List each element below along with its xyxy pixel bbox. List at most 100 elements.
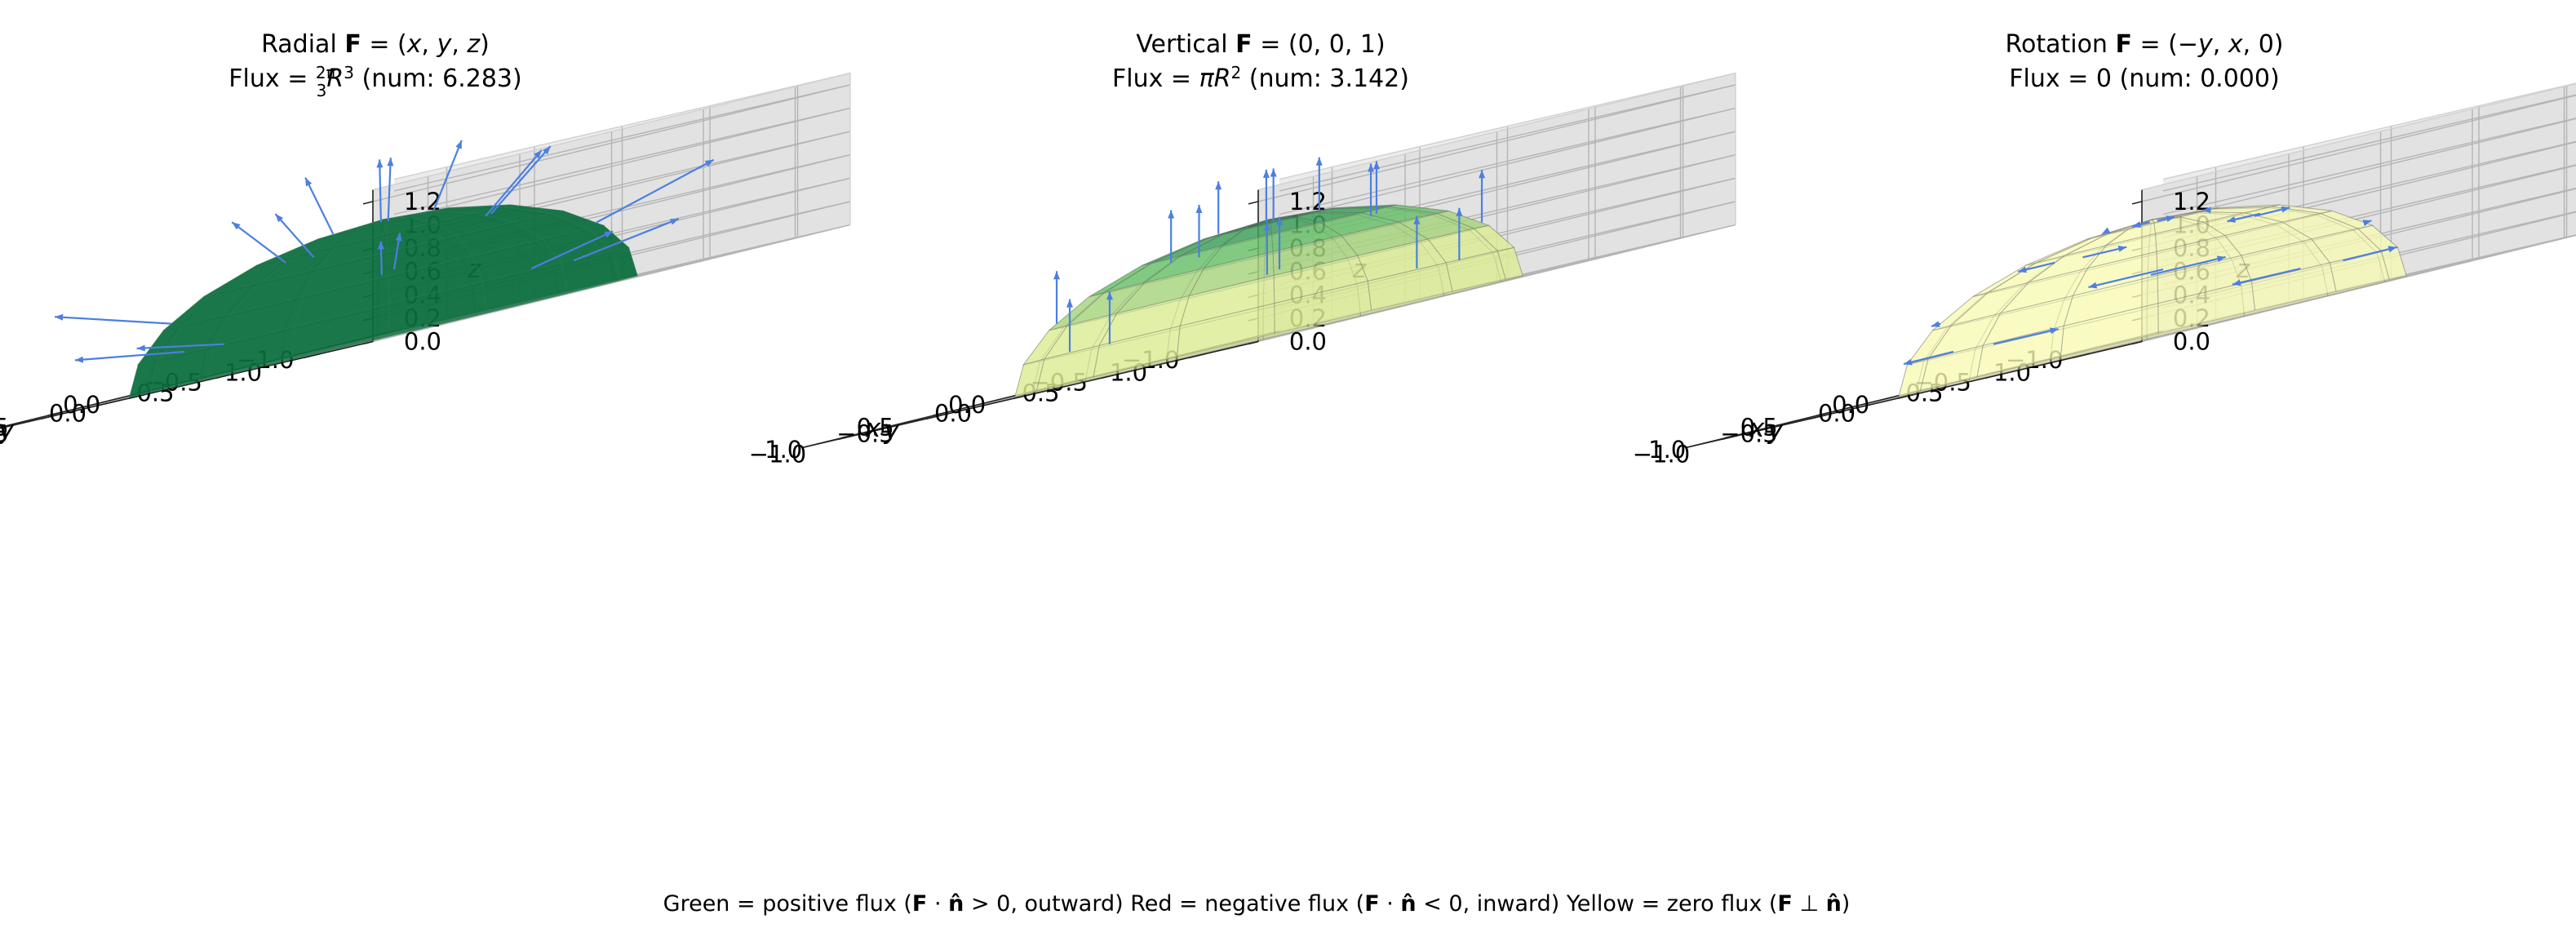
- y-tick-label: −0.5: [836, 420, 893, 448]
- y-tick: [1897, 393, 1914, 400]
- y-tick: [1809, 414, 1827, 420]
- field-arrowhead: [1195, 205, 1203, 213]
- x-tick-label: 0.0: [63, 391, 100, 419]
- y-tick-label: −1.0: [749, 441, 806, 468]
- field-arrowhead: [670, 219, 679, 225]
- chart-subtitle: Flux = 0 (num: 0.000): [2009, 64, 2279, 93]
- surface-patch: [1088, 262, 1153, 297]
- y-tick-label: −1.0: [1633, 441, 1690, 468]
- grid-line: [393, 107, 851, 215]
- y-tick-label: 0.0: [49, 400, 86, 428]
- x-tick-label: 0.5: [1740, 414, 1778, 442]
- field-arrowhead: [305, 177, 313, 187]
- field-arrowhead: [2088, 282, 2098, 289]
- grid-line: [1279, 107, 1736, 215]
- field-arrow: [231, 221, 286, 264]
- grid-line: [393, 84, 851, 192]
- field-arrowhead: [1904, 358, 1913, 366]
- field-arrowhead: [2362, 220, 2372, 227]
- z-tick: [362, 201, 374, 205]
- y-tick: [40, 414, 58, 420]
- surface-patch: [1098, 295, 1190, 347]
- y-tick: [838, 434, 855, 441]
- z-tick-label: 0.0: [1289, 328, 1327, 356]
- field-arrow: [274, 213, 315, 259]
- surface-patch: [2086, 219, 2153, 240]
- field-arrowhead: [2388, 246, 2397, 253]
- z-tick: [362, 340, 374, 345]
- surface-patch: [1223, 219, 1270, 235]
- field-arrowhead: [2202, 206, 2211, 214]
- field-arrow: [530, 230, 614, 270]
- chart-title: Rotation F = (−y, x, 0): [2005, 30, 2283, 59]
- grid-line: [372, 84, 851, 202]
- chart-title: Vertical F = (0, 0, 1): [1136, 30, 1385, 59]
- field-arrow: [1993, 327, 2059, 345]
- y-tick: [304, 353, 321, 359]
- grid-line: [2162, 118, 2576, 215]
- field-arrowhead: [1315, 157, 1323, 166]
- field-arrowhead: [2018, 266, 2027, 273]
- field-arrowhead: [232, 222, 241, 230]
- grid-line: [2141, 118, 2576, 226]
- hemisphere-surface: [129, 204, 638, 397]
- field-arrowhead: [1479, 170, 1486, 179]
- y-tick: [1722, 434, 1739, 441]
- pane-edge: [1279, 72, 1736, 180]
- grid-line: [2162, 94, 2576, 192]
- surface-patch: [1268, 208, 1331, 220]
- y-tick: [1189, 353, 1206, 359]
- field-arrowhead: [2232, 279, 2241, 286]
- hemisphere-surface: [1898, 204, 2407, 397]
- field-arrow: [74, 350, 185, 362]
- field-arrowhead: [1456, 207, 1463, 216]
- field-arrowhead: [1168, 210, 1175, 219]
- pane-edge: [2162, 82, 2576, 180]
- z-tick: [1248, 201, 1259, 205]
- field-arrow: [596, 158, 715, 224]
- x-tick-label: 0.5: [857, 414, 894, 442]
- field-arrowhead: [2132, 221, 2141, 228]
- y-tick: [925, 414, 943, 420]
- chart-subtitle: Flux = πR2 (num: 3.142): [1112, 63, 1409, 93]
- field-arrowhead: [2101, 227, 2111, 234]
- grid-line: [1257, 224, 1736, 343]
- field-arrow: [2232, 267, 2301, 286]
- field-arrowhead: [1931, 321, 1940, 327]
- vector-arrows: [1903, 206, 2397, 366]
- field-arrowhead: [2050, 327, 2059, 335]
- field-arrowhead: [1276, 216, 1283, 225]
- grid-line: [1257, 107, 1736, 226]
- field-arrow: [2088, 269, 2164, 288]
- surface-patch: [1999, 267, 2089, 314]
- pane-edge: [1257, 72, 1736, 191]
- field-arrowhead: [1263, 222, 1270, 231]
- footer-legend: Green = positive flux (F · n̂ > 0, outwa…: [663, 891, 1851, 917]
- field-arrow: [1903, 350, 1954, 366]
- y-tick: [1013, 393, 1031, 400]
- field-arrowhead: [1106, 291, 1113, 300]
- field-arrowhead: [543, 146, 551, 155]
- field-arrow: [379, 159, 382, 223]
- x-tick: [840, 433, 858, 439]
- surface-patch: [2152, 207, 2219, 220]
- field-arrow: [573, 218, 680, 262]
- chart-panel-3: Rotation F = (−y, x, 0) Flux = 0 (num: 0.…: [1633, 30, 2576, 468]
- x-axis-title: x: [865, 414, 881, 443]
- field-arrowhead: [704, 159, 714, 167]
- field-arrow: [304, 177, 335, 235]
- chart-subtitle: Flux = 2π 3R3 (num: 6.283): [228, 63, 521, 100]
- y-tick-label: −0.5: [0, 420, 9, 448]
- chart-title: Radial F = (x, y, z): [261, 30, 490, 59]
- y-tick-label: −0.5: [1720, 420, 1777, 448]
- grid-line: [372, 107, 851, 226]
- field-arrowhead: [1066, 299, 1073, 308]
- y-tick-label: 0.0: [934, 400, 972, 428]
- vector-arrows: [54, 140, 715, 363]
- grid-line: [1279, 84, 1736, 192]
- field-arrow: [2150, 255, 2226, 276]
- grid-line: [1257, 84, 1736, 202]
- vector-arrows: [1053, 157, 1486, 352]
- field-arrowhead: [376, 159, 384, 168]
